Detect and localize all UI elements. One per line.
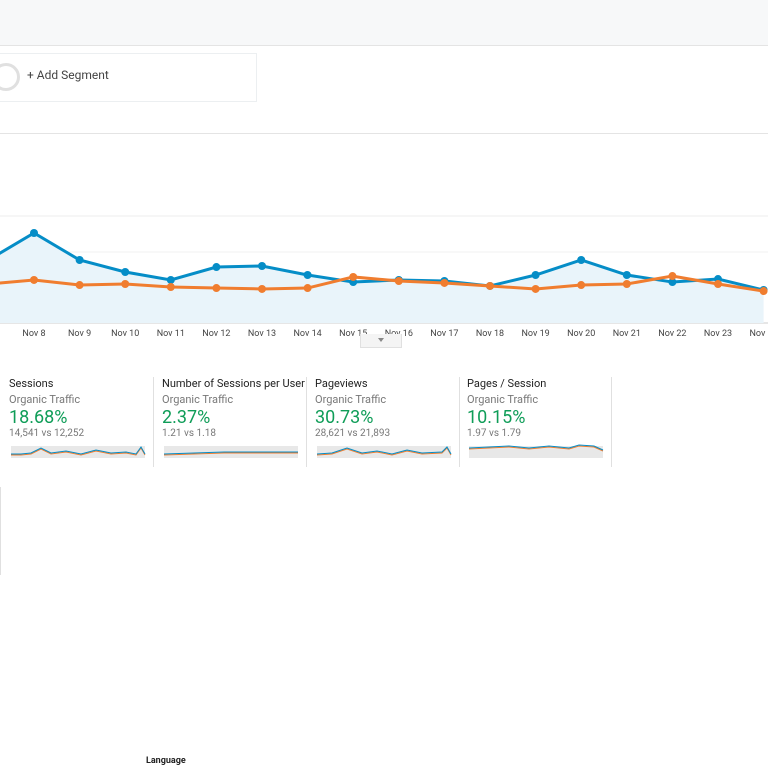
metric-title: Number of Sessions per User — [162, 377, 305, 390]
sparkline — [317, 446, 452, 458]
sparkline-blue — [164, 451, 298, 455]
x-tick-label: Nov 15 — [339, 329, 367, 339]
x-tick-label: Nov 14 — [293, 329, 321, 339]
point — [531, 271, 540, 279]
point — [212, 263, 221, 272]
point — [349, 272, 358, 281]
sparkline-blue — [469, 444, 604, 451]
x-tick-label: Nov 24 — [749, 329, 768, 339]
change-value: 10.15% — [467, 407, 526, 428]
sparkline — [11, 446, 146, 458]
scorecard[interactable]: Sessions Organic Traffic 18.68% 14,541 vs 1… — [9, 377, 154, 467]
change-value: 2.37% — [162, 407, 211, 428]
chart: Nov 8 Nov 9 Nov 10 Nov 11 Nov 12 Nov 13 Nov 14… — [0, 215, 768, 339]
scorecard[interactable]: Number of Sessions per User Organic Traff… — [162, 377, 307, 467]
scorecard[interactable]: Pages / Session Organic Traffic 10.15% 1.97… — [467, 377, 612, 467]
metric-title: Pageviews — [315, 377, 368, 390]
point — [166, 283, 175, 291]
segment-label: Organic Traffic — [9, 393, 81, 406]
area — [0, 233, 764, 323]
x-tick-label: Nov 19 — [521, 329, 549, 339]
x-tick-label: Nov 21 — [613, 329, 641, 339]
point — [668, 278, 677, 287]
segment-label: Organic Traffic — [315, 393, 387, 406]
comparison-text: 1.21 vs 1.18 — [162, 428, 216, 439]
top-bar — [0, 0, 768, 46]
sparkline-orange — [164, 452, 298, 456]
x-tick-label: Nov 23 — [704, 329, 732, 339]
point — [30, 229, 38, 237]
segment-label: Organic Traffic — [162, 393, 234, 406]
point — [121, 268, 130, 276]
point — [258, 262, 266, 270]
scorecard[interactable]: Pageviews Organic Traffic 30.73% 28,621 vs … — [315, 377, 460, 467]
x-tick-label: Nov 17 — [430, 329, 458, 339]
column-header[interactable]: Language — [146, 756, 186, 766]
point — [622, 280, 631, 288]
chart-toggle[interactable] — [360, 334, 402, 348]
segment-label: Organic Traffic — [467, 393, 539, 406]
sparkline-blue — [317, 446, 452, 455]
segment-box[interactable] — [0, 53, 257, 102]
point — [75, 256, 84, 264]
sparkline — [164, 446, 298, 458]
point — [486, 281, 494, 290]
x-tick-label: Nov 20 — [567, 329, 595, 339]
x-tick-label: Nov 9 — [68, 329, 91, 339]
x-tick-label: Nov 8 — [22, 329, 45, 339]
point — [759, 287, 768, 296]
point — [577, 281, 586, 290]
point — [440, 278, 449, 287]
metric-title: Sessions — [9, 377, 54, 390]
divider — [0, 487, 1, 575]
segment-icon — [0, 63, 20, 91]
point — [531, 284, 540, 293]
point — [714, 280, 722, 288]
sparkline-orange — [469, 445, 604, 452]
comparison-text: 1.97 vs 1.79 — [467, 428, 521, 439]
x-tick-label: Nov 10 — [111, 329, 139, 339]
point — [303, 271, 312, 279]
sparkline — [469, 444, 604, 458]
x-tick-label: Nov 13 — [248, 329, 276, 339]
point — [622, 271, 631, 279]
series-line — [0, 231, 764, 292]
point — [303, 284, 312, 293]
point — [394, 277, 403, 285]
x-tick-label: Nov 12 — [202, 329, 230, 339]
comparison-text: 14,541 vs 12,252 — [9, 428, 85, 439]
point — [121, 280, 130, 288]
point — [668, 272, 677, 281]
change-value: 18.68% — [9, 407, 68, 428]
change-value: 30.73% — [315, 407, 374, 428]
point — [30, 275, 38, 284]
divider — [0, 133, 768, 134]
x-tick-label: Nov 11 — [157, 329, 185, 339]
sparkline-orange — [317, 447, 452, 456]
series-line — [0, 274, 764, 293]
comparison-text: 28,621 vs 21,893 — [315, 428, 391, 439]
point — [166, 275, 175, 284]
sparkline-bg — [11, 446, 145, 458]
x-tick-label: Nov 22 — [658, 329, 686, 339]
point — [75, 281, 84, 290]
point — [258, 284, 266, 293]
point — [212, 284, 221, 293]
x-tick-label: Nov 18 — [476, 329, 504, 339]
metric-title: Pages / Session — [467, 377, 547, 390]
point — [577, 256, 586, 264]
sparkline-blue — [11, 446, 146, 455]
sparkline-orange — [11, 447, 146, 456]
add-segment[interactable]: + Add Segment — [27, 68, 109, 82]
